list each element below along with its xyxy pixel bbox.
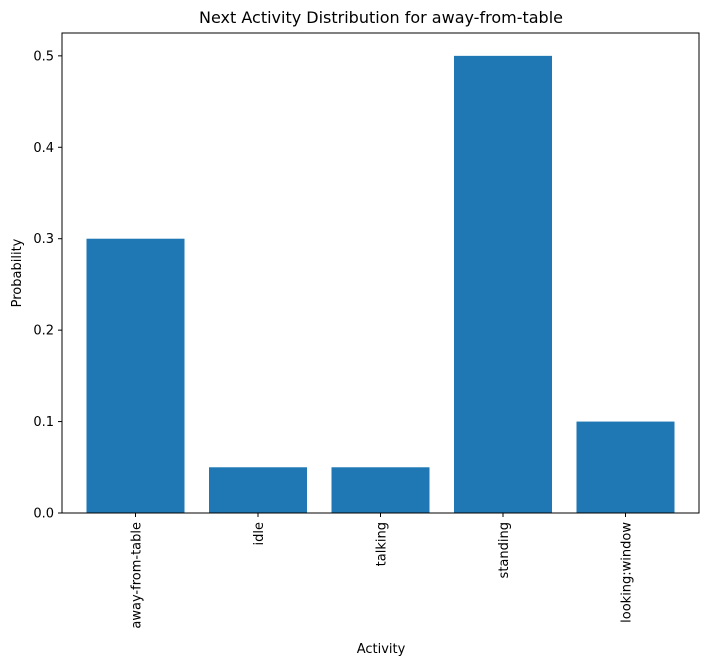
y-tick-label: 0.0 [33,507,54,522]
x-tick-label: talking [375,522,390,566]
x-tick-label: looking:window [620,522,635,623]
bar-3 [454,55,552,513]
x-tick-label: away-from-table [130,522,145,629]
y-tick-label: 0.4 [33,141,54,156]
bar-0 [86,238,185,513]
y-tick-label: 0.1 [33,415,54,430]
chart-title: Next Activity Distribution for away-from… [199,8,563,27]
y-tick-label: 0.2 [33,324,54,339]
plot-frame [61,32,700,514]
y-axis-ticks: 0.0 0.1 0.2 0.3 0.4 0.5 [33,49,62,522]
bar-2 [331,467,430,513]
bars-group [86,55,675,513]
x-tick-label: standing [497,522,512,578]
y-tick-label: 0.3 [33,232,54,247]
x-axis-ticks: away-from-table idle talking standing lookin… [130,513,635,629]
y-tick-label: 0.5 [33,49,54,64]
x-tick-label: idle [252,522,267,545]
x-axis-label: Activity [357,642,406,657]
bar-4 [576,421,675,513]
y-axis-label: Probability [10,238,25,307]
bar-1 [209,467,307,513]
